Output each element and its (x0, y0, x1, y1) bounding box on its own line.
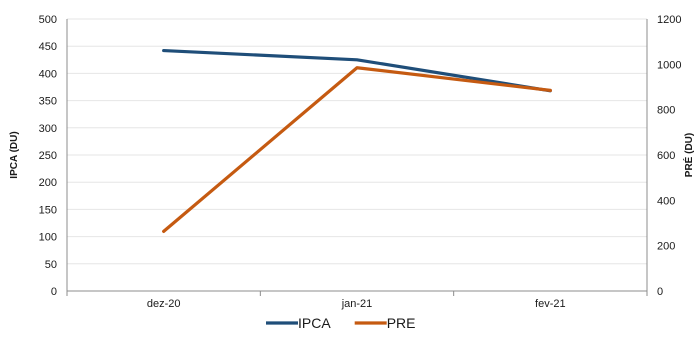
left-tick-label: 400 (39, 68, 57, 80)
x-tick-label: dez-20 (147, 298, 181, 310)
legend-label-pre: PRE (387, 315, 416, 331)
legend: IPCA PRE (266, 315, 415, 331)
series-line-pre (162, 66, 552, 233)
left-axis-ticks: 0 50 100 150 200 250 300 350 400 450 500 (39, 14, 57, 298)
left-tick-label: 200 (39, 177, 57, 189)
right-tick-label: 1000 (657, 59, 681, 71)
left-tick-label: 450 (39, 41, 57, 53)
left-tick-label: 50 (45, 259, 57, 271)
left-tick-label: 150 (39, 204, 57, 216)
right-tick-label: 1200 (657, 14, 681, 26)
right-tick-label: 400 (657, 195, 675, 207)
right-axis-ticks: 0 200 400 600 800 1000 1200 (657, 14, 681, 298)
left-tick-label: 100 (39, 232, 57, 244)
right-tick-label: 800 (657, 105, 675, 117)
series-line-ipca (162, 48, 552, 93)
right-axis-title: PRÉ (DU) (682, 133, 695, 177)
x-tick-label: jan-21 (341, 298, 373, 310)
left-tick-label: 250 (39, 150, 57, 162)
left-tick-label: 500 (39, 14, 57, 26)
right-tick-label: 0 (657, 286, 663, 298)
left-tick-label: 0 (51, 286, 57, 298)
legend-label-ipca: IPCA (298, 315, 331, 331)
left-tick-label: 350 (39, 96, 57, 108)
x-tick-label: fev-21 (535, 298, 566, 310)
gridlines (67, 18, 647, 265)
axes (66, 19, 648, 296)
left-tick-label: 300 (39, 123, 57, 135)
right-tick-label: 600 (657, 150, 675, 162)
x-axis-ticks: dez-20 jan-21 fev-21 (147, 298, 566, 310)
series-lines (162, 48, 552, 233)
left-axis-title: IPCA (DU) (9, 131, 20, 178)
right-tick-label: 200 (657, 241, 675, 253)
